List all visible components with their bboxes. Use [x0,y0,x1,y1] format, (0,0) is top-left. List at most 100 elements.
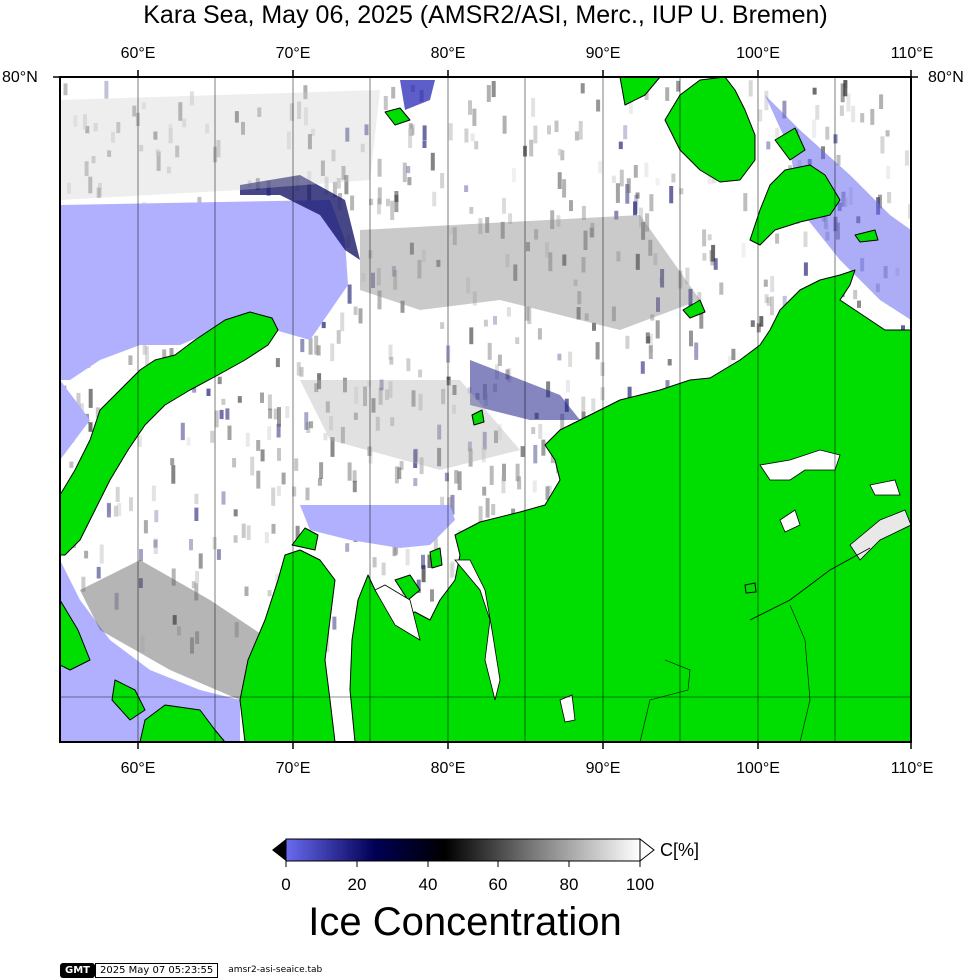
ice-texture-streak [596,99,601,112]
ice-texture-streak [812,87,817,95]
ice-texture-streak [306,421,311,433]
ice-texture-streak [548,252,553,272]
ice-texture-streak [377,187,382,205]
ice-texture-streak [557,353,562,361]
islet7-land [744,582,757,594]
border-line [639,659,691,742]
ice-texture-streak [367,380,372,387]
lon-label-top-80: 80°E [430,45,466,62]
khatanga-gulf-water [849,509,911,561]
ice-texture-streak [303,107,308,126]
ice-texture-streak [466,277,471,294]
ice-texture-streak [234,622,239,638]
lon-label-top-90: 90°E [585,45,621,62]
ice-texture-streak [422,125,427,140]
ice-texture-streak [497,354,502,366]
ice-texture-streak [402,162,407,183]
ice-texture-streak [645,213,650,232]
ice-texture-streak [354,386,359,404]
ice-texture-streak [457,471,462,491]
severnaya-zemlya-south-land [664,77,756,183]
mainland-west-land [139,704,226,742]
ice-texture-streak [825,126,830,140]
ice-texture-streak [645,332,650,344]
ice-texture-streak [91,156,96,164]
ice-texture-streak [409,242,414,255]
ice-texture-streak [665,87,670,101]
ice-texture-streak [69,461,74,468]
ice-texture-streak [296,362,301,376]
ice-texture-streak [221,398,226,405]
ice-texture-streak [633,165,638,178]
ice-texture-streak [411,390,416,407]
ice-texture-streak [381,562,386,576]
ice-texture-streak [171,465,176,484]
severnaya-zemlya-west-land [619,77,661,106]
ice-texture-streak [775,127,780,138]
lon-label-bottom-100: 100°E [736,760,780,777]
ice-texture-streak [688,288,693,306]
ice-texture-streak [195,631,200,644]
ice-texture-streak [702,229,707,247]
ice-texture-streak [655,178,660,186]
ice-texture-streak [260,449,265,462]
lat-label-right-80: 80°N [928,69,964,86]
ice-texture-streak [275,358,280,368]
ice-texture-streak [407,177,412,186]
ice-texture-streak [418,393,423,411]
ice-texture-streak [689,330,693,347]
islet2-land [429,547,443,569]
ice-texture-streak [393,269,398,290]
ice-texture-streak [85,125,90,134]
ice-texture-streak [171,568,176,586]
ice-texture-streak [711,176,716,184]
ice-texture-streak [611,306,616,322]
ice-texture-streak [694,342,699,360]
ice-texture-streak [418,369,423,378]
ice-texture-streak [256,470,261,489]
ice-texture-streak [464,185,469,192]
ice-texture-streak [336,330,341,344]
yamal-peninsula-land [239,549,336,742]
islet3-land [384,107,411,126]
ice-texture-streak [846,93,851,112]
ice-texture-streak [371,398,376,413]
ice-texture-streak [775,233,780,244]
ice-texture-streak [583,230,588,250]
ice-texture-streak [276,485,281,496]
ice-texture-streak [511,508,516,517]
gydan-bay-water [374,584,421,641]
ice-texture-streak [419,457,424,475]
ice-texture-streak [650,314,655,321]
ice-texture-streak [481,447,486,463]
ice-texture-streak [532,480,537,493]
ice-texture-streak [175,145,180,158]
ice-texture-streak [83,114,87,130]
colorbar-right-arrow [639,837,655,863]
ice-texture-streak [437,447,442,467]
ice-texture-streak [584,313,589,321]
ice-texture-streak [485,498,490,518]
ice-texture-streak [533,445,538,464]
ice-texture-streak [376,267,381,286]
ice-texture-streak [309,421,314,429]
ice-texture-streak [611,175,616,183]
ice-texture-streak [635,192,640,199]
border-line-3 [789,604,811,742]
colorbar-title: Ice Concentration [308,900,622,944]
colorbar-left-arrow [272,839,286,861]
ice-texture-streak [352,480,357,493]
ice-texture-streak [267,590,272,597]
lon-label-bottom-90: 90°E [585,760,621,777]
ice-texture-streak [244,586,249,597]
ice-texture-streak [256,440,261,451]
ice-texture-streak [485,217,490,233]
ice-texture-streak [719,282,724,295]
ice-texture-streak [394,194,399,213]
ice-texture-streak [317,478,322,486]
ice-texture-streak [314,383,319,393]
ice-texture-streak [421,554,425,569]
lon-label-top-100: 100°E [736,45,780,62]
ice-texture-streak [139,144,144,152]
ice-texture-streak [756,323,761,333]
